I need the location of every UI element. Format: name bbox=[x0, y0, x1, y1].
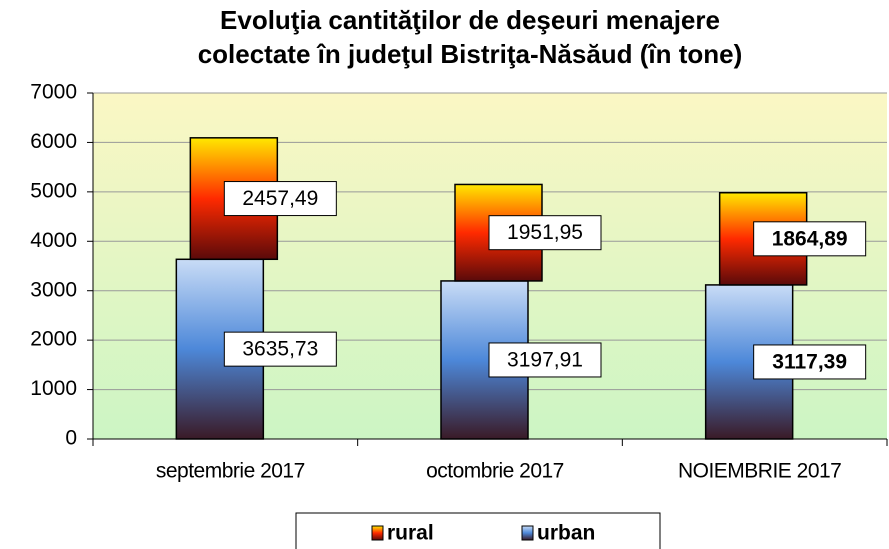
x-tick-label: septembrie 2017 bbox=[156, 460, 305, 483]
value-label-box bbox=[223, 331, 337, 367]
value-label: 1864,89 bbox=[772, 227, 848, 250]
legend-label: rural bbox=[387, 522, 434, 545]
x-tick-label: octombrie 2017 bbox=[426, 460, 564, 483]
y-tick-label: 2000 bbox=[30, 328, 77, 351]
legend-label: urban bbox=[537, 522, 595, 545]
value-label: 2457,49 bbox=[242, 187, 318, 210]
value-label-box bbox=[753, 221, 867, 257]
y-tick-label: 1000 bbox=[30, 377, 77, 400]
chart-title: colectate în judeţul Bistriţa-Năsăud (în… bbox=[198, 39, 743, 69]
value-label-box bbox=[223, 181, 337, 217]
y-tick-label: 0 bbox=[65, 427, 77, 450]
y-tick-label: 3000 bbox=[30, 278, 77, 301]
value-label-box bbox=[753, 344, 867, 380]
value-label-box bbox=[488, 342, 602, 378]
y-tick-label: 7000 bbox=[30, 81, 77, 104]
legend-swatch bbox=[371, 525, 384, 541]
value-label: 3197,91 bbox=[507, 349, 583, 372]
y-tick-label: 4000 bbox=[30, 229, 77, 252]
value-label-box bbox=[488, 215, 602, 251]
legend-box bbox=[295, 512, 661, 549]
value-label: 1951,95 bbox=[507, 221, 583, 244]
y-tick-label: 5000 bbox=[30, 179, 77, 202]
chart-title: Evoluţia cantităţilor de deşeuri menajer… bbox=[220, 5, 720, 35]
y-tick-label: 6000 bbox=[30, 130, 77, 153]
value-label: 3117,39 bbox=[772, 351, 847, 374]
legend-swatch bbox=[521, 525, 534, 541]
x-tick-label: NOIEMBRIE 2017 bbox=[678, 460, 841, 483]
value-label: 3635,73 bbox=[242, 338, 318, 361]
